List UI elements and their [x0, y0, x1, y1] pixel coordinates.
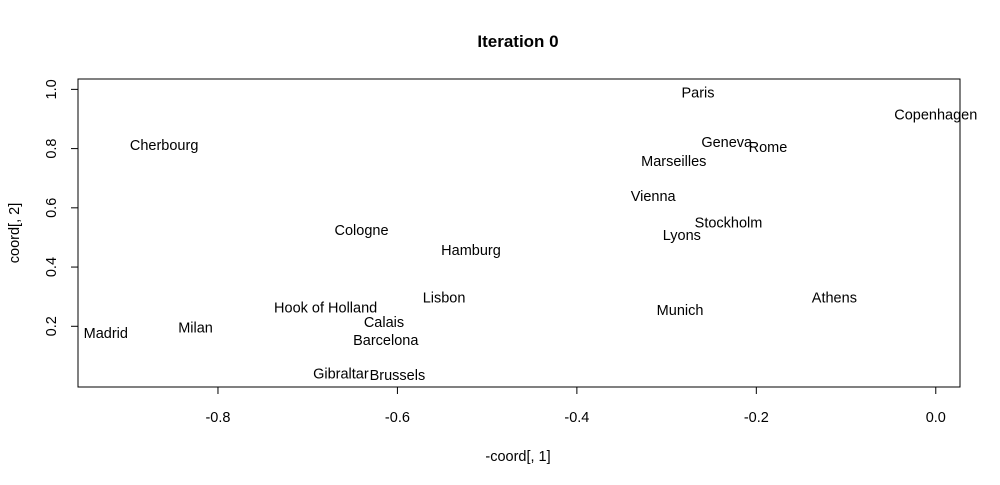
y-tick-label: 1.0: [44, 79, 60, 99]
point-label: Hamburg: [441, 243, 501, 259]
y-tick-label: 0.4: [44, 257, 60, 277]
x-tick-label: -0.4: [564, 410, 589, 426]
point-label: Rome: [749, 140, 788, 156]
point-label: Athens: [812, 290, 857, 306]
x-tick-label: -0.8: [205, 410, 230, 426]
plot-area-frame: [77, 78, 961, 388]
point-label: Geneva: [701, 135, 753, 151]
point-label: Milan: [178, 320, 213, 336]
point-label: Hook of Holland: [274, 301, 377, 317]
chart-title: Iteration 0: [477, 32, 558, 51]
point-label: Copenhagen: [894, 108, 977, 124]
point-label: Lyons: [663, 228, 701, 244]
point-label: Cherbourg: [130, 138, 199, 154]
y-axis-title: coord[, 2]: [7, 203, 23, 263]
x-axis-title: -coord[, 1]: [485, 449, 550, 465]
point-label: Stockholm: [695, 216, 763, 232]
point-label: Barcelona: [353, 333, 419, 349]
point-label: Munich: [657, 303, 704, 319]
point-label: Calais: [364, 315, 404, 331]
x-tick-label: -0.6: [385, 410, 410, 426]
point-label: Lisbon: [423, 290, 466, 306]
point-label: Marseilles: [641, 154, 706, 170]
point-label: Vienna: [631, 189, 677, 205]
y-tick-label: 0.2: [44, 316, 60, 336]
y-axis: 0.2 0.4 0.6 0.8 1.0: [44, 79, 79, 336]
x-tick-label: 0.0: [926, 410, 946, 426]
point-label: Madrid: [84, 326, 128, 342]
point-label: Cologne: [335, 223, 389, 239]
y-tick-label: 0.6: [44, 198, 60, 218]
point-label: Gibraltar: [313, 367, 369, 383]
x-tick-label: -0.2: [744, 410, 769, 426]
y-tick-label: 0.8: [44, 139, 60, 159]
x-axis: -0.8 -0.6 -0.4 -0.2 0.0: [205, 386, 946, 426]
point-label: Paris: [681, 85, 714, 101]
point-label: Brussels: [370, 368, 426, 384]
